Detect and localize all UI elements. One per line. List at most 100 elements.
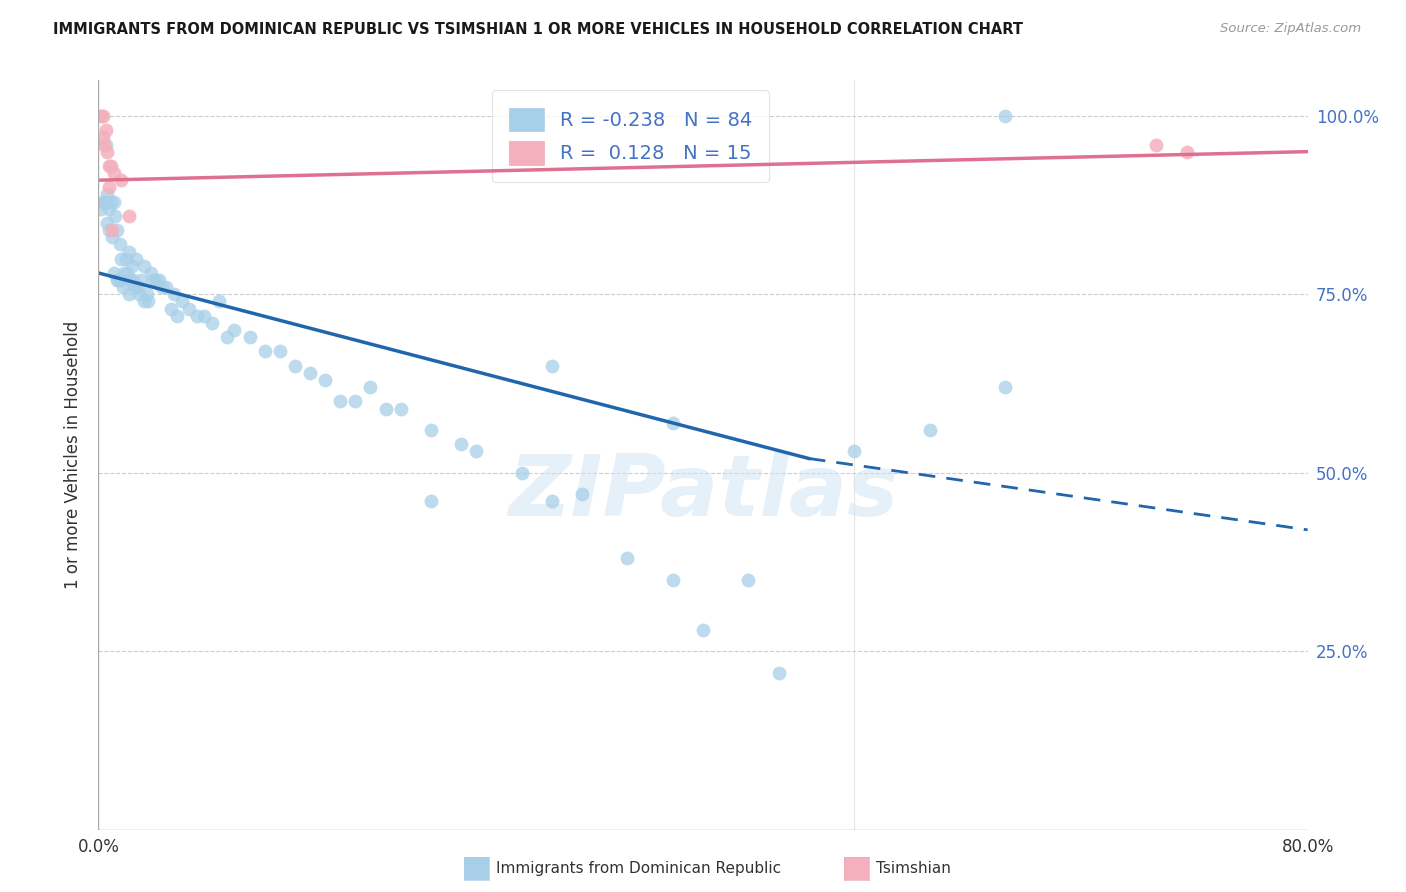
- Point: [284, 359, 307, 373]
- Point: [661, 416, 683, 430]
- Point: [91, 130, 114, 145]
- Point: [186, 309, 208, 323]
- Point: [93, 194, 115, 209]
- Point: [141, 266, 163, 280]
- Point: [93, 137, 115, 152]
- Point: [128, 287, 150, 301]
- Point: [96, 216, 118, 230]
- Point: [170, 294, 193, 309]
- Point: [299, 366, 322, 380]
- Legend: R = -0.238   N = 84, R =  0.128   N = 15: R = -0.238 N = 84, R = 0.128 N = 15: [492, 90, 769, 182]
- Point: [420, 423, 443, 437]
- Point: [844, 444, 866, 458]
- Point: [155, 280, 177, 294]
- Point: [103, 194, 125, 209]
- Point: [110, 252, 132, 266]
- Point: [135, 287, 157, 301]
- Point: [148, 273, 170, 287]
- Point: [98, 202, 121, 216]
- Point: [450, 437, 472, 451]
- Point: [94, 194, 117, 209]
- Point: [120, 273, 142, 287]
- Point: [121, 259, 143, 273]
- Point: [98, 180, 121, 194]
- Point: [193, 309, 215, 323]
- Point: [201, 316, 224, 330]
- Point: [420, 494, 443, 508]
- Text: Immigrants from Dominican Republic: Immigrants from Dominican Republic: [496, 862, 782, 876]
- Point: [100, 159, 122, 173]
- Point: [661, 573, 683, 587]
- Point: [571, 487, 593, 501]
- Point: [160, 301, 183, 316]
- Point: [105, 273, 128, 287]
- Point: [103, 266, 125, 280]
- Point: [90, 109, 112, 123]
- Point: [101, 230, 124, 244]
- Point: [96, 145, 118, 159]
- Point: [540, 359, 562, 373]
- Point: [208, 294, 231, 309]
- Point: [90, 202, 112, 216]
- Point: [1175, 145, 1198, 159]
- Point: [314, 373, 336, 387]
- Point: [98, 223, 121, 237]
- Point: [118, 287, 141, 301]
- Point: [510, 466, 533, 480]
- Point: [104, 209, 127, 223]
- Point: [127, 280, 149, 294]
- Point: [163, 287, 186, 301]
- Point: [132, 259, 155, 273]
- Point: [108, 237, 131, 252]
- Point: [994, 380, 1017, 394]
- Point: [118, 209, 141, 223]
- Point: [94, 137, 117, 152]
- Text: ZIPatlas: ZIPatlas: [508, 450, 898, 534]
- Point: [179, 301, 201, 316]
- Point: [142, 273, 165, 287]
- Point: [374, 401, 396, 416]
- Point: [96, 187, 118, 202]
- Y-axis label: 1 or more Vehicles in Household: 1 or more Vehicles in Household: [65, 321, 83, 589]
- Point: [344, 394, 367, 409]
- Text: IMMIGRANTS FROM DOMINICAN REPUBLIC VS TSIMSHIAN 1 OR MORE VEHICLES IN HOUSEHOLD : IMMIGRANTS FROM DOMINICAN REPUBLIC VS TS…: [53, 22, 1024, 37]
- Point: [166, 309, 188, 323]
- Point: [269, 344, 291, 359]
- Point: [994, 109, 1017, 123]
- Point: [91, 194, 114, 209]
- Point: [125, 252, 148, 266]
- Point: [145, 273, 167, 287]
- Point: [132, 294, 155, 309]
- Point: [253, 344, 276, 359]
- Point: [616, 551, 638, 566]
- Point: [224, 323, 246, 337]
- Point: [540, 494, 562, 508]
- Point: [103, 166, 125, 180]
- Point: [239, 330, 262, 344]
- Point: [768, 665, 790, 680]
- Point: [98, 159, 121, 173]
- Point: [110, 273, 132, 287]
- Point: [129, 273, 152, 287]
- Point: [114, 252, 136, 266]
- Point: [465, 444, 488, 458]
- Point: [118, 244, 141, 259]
- Point: [329, 394, 352, 409]
- Point: [136, 294, 159, 309]
- Point: [360, 380, 382, 394]
- Point: [110, 173, 132, 187]
- Point: [215, 330, 238, 344]
- Point: [389, 401, 412, 416]
- Point: [112, 266, 135, 280]
- Point: [111, 280, 134, 294]
- Point: [101, 223, 124, 237]
- Point: [122, 273, 145, 287]
- Point: [737, 573, 759, 587]
- Point: [115, 266, 138, 280]
- Text: Source: ZipAtlas.com: Source: ZipAtlas.com: [1220, 22, 1361, 36]
- Point: [918, 423, 941, 437]
- Text: Tsimshian: Tsimshian: [876, 862, 950, 876]
- Point: [124, 280, 146, 294]
- Point: [107, 273, 129, 287]
- Point: [105, 223, 128, 237]
